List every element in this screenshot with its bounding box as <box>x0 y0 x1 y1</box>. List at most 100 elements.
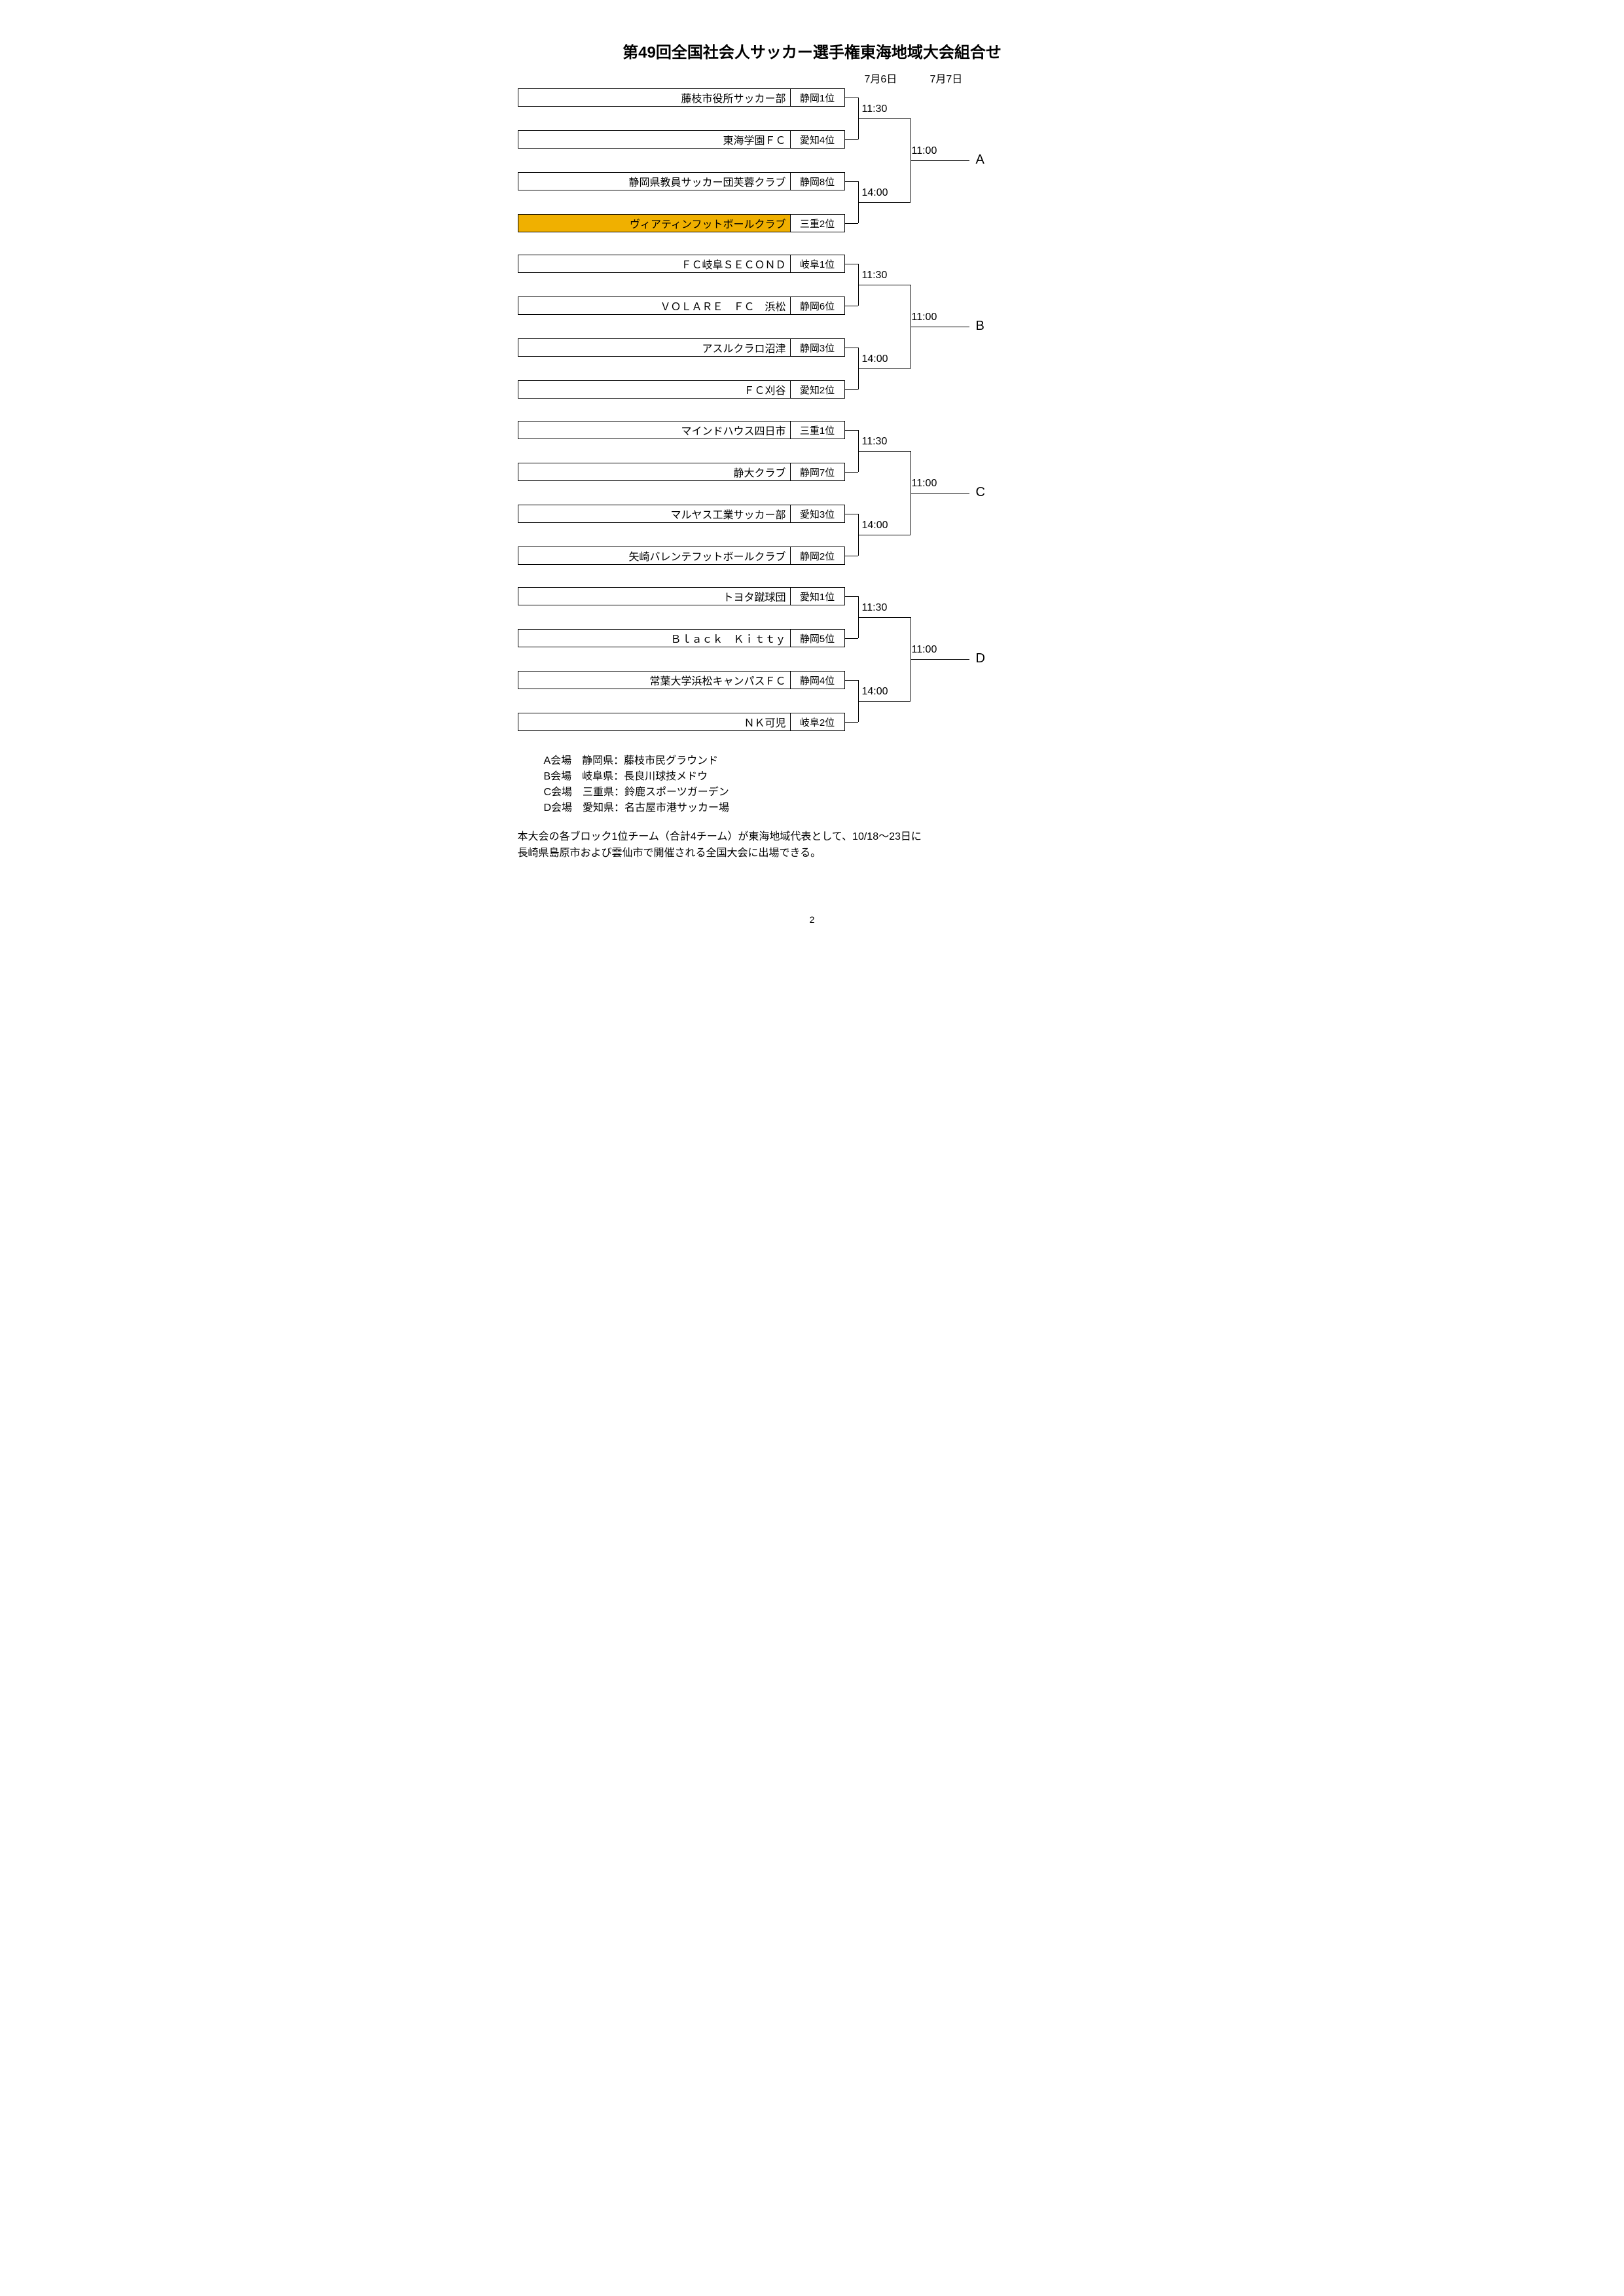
team-seed: 愛知1位 <box>790 588 844 605</box>
team-name: マルヤス工業サッカー部 <box>518 505 790 522</box>
team-name: ＮＫ可児 <box>518 713 790 730</box>
time-round1: 14:00 <box>862 187 888 199</box>
team-seed: 岐阜2位 <box>790 713 844 730</box>
time-round1: 11:30 <box>862 103 888 115</box>
team-row: 常葉大学浜松キャンパスＦＣ静岡4位 <box>518 671 845 689</box>
team-name: Ｂｌａｃｋ Ｋｉｔｔｙ <box>518 630 790 647</box>
venue-line: B会場 岐阜県：長良川球技メドウ <box>544 769 1107 785</box>
team-row: 静岡県教員サッカー団芙蓉クラブ静岡8位 <box>518 172 845 190</box>
group-letter: C <box>976 485 985 500</box>
venues-list: A会場 静岡県：藤枝市民グラウンドB会場 岐阜県：長良川球技メドウC会場 三重県… <box>544 753 1107 816</box>
bracket-line <box>845 596 858 597</box>
bracket-line <box>845 139 858 140</box>
bracket-line <box>845 722 858 723</box>
team-name: ＶＯＬＡＲＥ ＦＣ 浜松 <box>518 297 790 314</box>
group-letter: B <box>976 319 984 334</box>
venue-line: A会場 静岡県：藤枝市民グラウンド <box>544 753 1107 769</box>
venue-line: C会場 三重県：鈴鹿スポーツガーデン <box>544 785 1107 800</box>
date-round1: 7月6日 <box>865 70 897 86</box>
team-name: 常葉大学浜松キャンパスＦＣ <box>518 672 790 689</box>
page-root: 第49回全国社会人サッカー選手権東海地域大会組合せ 7月6日 7月7日 藤枝市役… <box>518 39 1107 925</box>
bracket-line <box>845 181 858 182</box>
bracket-group-C: マインドハウス四日市三重1位静大クラブ静岡7位マルヤス工業サッカー部愛知3位矢崎… <box>518 421 1107 567</box>
bracket-line <box>845 638 858 639</box>
time-round2: 11:00 <box>912 145 937 157</box>
team-name: ＦＣ岐阜ＳＥＣＯＮＤ <box>518 255 790 272</box>
team-seed: 静岡5位 <box>790 630 844 647</box>
team-seed: 愛知4位 <box>790 131 844 148</box>
team-seed: 静岡6位 <box>790 297 844 314</box>
venue-line: D会場 愛知県：名古屋市港サッカー場 <box>544 800 1107 816</box>
team-row: 東海学園ＦＣ愛知4位 <box>518 130 845 149</box>
team-seed: 静岡7位 <box>790 463 844 480</box>
dates-row: 7月6日 7月7日 <box>518 70 1107 88</box>
team-seed: 岐阜1位 <box>790 255 844 272</box>
bracket-line <box>858 617 911 618</box>
bracket-group-B: ＦＣ岐阜ＳＥＣＯＮＤ岐阜1位ＶＯＬＡＲＥ ＦＣ 浜松静岡6位アスルクラロ沼津静岡… <box>518 255 1107 401</box>
team-seed: 静岡8位 <box>790 173 844 190</box>
team-row: ＦＣ刈谷愛知2位 <box>518 380 845 399</box>
time-round1: 14:00 <box>862 353 888 365</box>
team-name: アスルクラロ沼津 <box>518 339 790 356</box>
team-seed: 三重1位 <box>790 422 844 439</box>
team-name: ＦＣ刈谷 <box>518 381 790 398</box>
team-row: トヨタ蹴球団愛知1位 <box>518 587 845 605</box>
team-name: 静大クラブ <box>518 463 790 480</box>
time-round1: 11:30 <box>862 436 888 448</box>
team-row: マインドハウス四日市三重1位 <box>518 421 845 439</box>
team-row: マルヤス工業サッカー部愛知3位 <box>518 505 845 523</box>
date-round2: 7月7日 <box>930 70 963 86</box>
bracket-line <box>845 472 858 473</box>
bracket-line <box>845 680 858 681</box>
team-row: 矢崎バレンテフットボールクラブ静岡2位 <box>518 547 845 565</box>
team-row: Ｂｌａｃｋ Ｋｉｔｔｙ静岡5位 <box>518 629 845 647</box>
team-name: マインドハウス四日市 <box>518 422 790 439</box>
group-letter: A <box>976 152 984 168</box>
team-row: アスルクラロ沼津静岡3位 <box>518 338 845 357</box>
team-seed: 静岡4位 <box>790 672 844 689</box>
time-round1: 11:30 <box>862 602 888 614</box>
team-row: 静大クラブ静岡7位 <box>518 463 845 481</box>
team-name: ヴィアティンフットボールクラブ <box>518 215 790 232</box>
team-name: 矢崎バレンテフットボールクラブ <box>518 547 790 564</box>
page-title: 第49回全国社会人サッカー選手権東海地域大会組合せ <box>518 39 1107 62</box>
team-row: ＶＯＬＡＲＥ ＦＣ 浜松静岡6位 <box>518 296 845 315</box>
team-row: ヴィアティンフットボールクラブ三重2位 <box>518 214 845 232</box>
team-name: 東海学園ＦＣ <box>518 131 790 148</box>
time-round2: 11:00 <box>912 644 937 656</box>
note-text: 本大会の各ブロック1位チーム（合計4チーム）が東海地域代表として、10/18～2… <box>518 829 1107 862</box>
team-name: トヨタ蹴球団 <box>518 588 790 605</box>
time-round2: 11:00 <box>912 478 937 490</box>
time-round1: 14:00 <box>862 520 888 531</box>
team-name: 藤枝市役所サッカー部 <box>518 89 790 106</box>
time-round1: 11:30 <box>862 270 888 281</box>
bracket-group-D: トヨタ蹴球団愛知1位Ｂｌａｃｋ Ｋｉｔｔｙ静岡5位常葉大学浜松キャンパスＦＣ静岡… <box>518 587 1107 734</box>
team-seed: 静岡1位 <box>790 89 844 106</box>
team-row: ＦＣ岐阜ＳＥＣＯＮＤ岐阜1位 <box>518 255 845 273</box>
team-name: 静岡県教員サッカー団芙蓉クラブ <box>518 173 790 190</box>
bracket-group-A: 藤枝市役所サッカー部静岡1位東海学園ＦＣ愛知4位静岡県教員サッカー団芙蓉クラブ静… <box>518 88 1107 235</box>
note-line: 長崎県島原市および雲仙市で開催される全国大会に出場できる。 <box>518 846 1107 862</box>
team-row: ＮＫ可児岐阜2位 <box>518 713 845 731</box>
team-seed: 愛知2位 <box>790 381 844 398</box>
bracket-line <box>858 451 911 452</box>
page-number: 2 <box>518 914 1107 925</box>
bracket-line <box>858 701 911 702</box>
team-seed: 三重2位 <box>790 215 844 232</box>
bracket-container: 藤枝市役所サッカー部静岡1位東海学園ＦＣ愛知4位静岡県教員サッカー団芙蓉クラブ静… <box>518 88 1107 734</box>
bracket-line <box>845 223 858 224</box>
team-row: 藤枝市役所サッカー部静岡1位 <box>518 88 845 107</box>
note-line: 本大会の各ブロック1位チーム（合計4チーム）が東海地域代表として、10/18～2… <box>518 829 1107 846</box>
bracket-line <box>858 118 911 119</box>
team-seed: 静岡2位 <box>790 547 844 564</box>
bracket-line <box>858 368 911 369</box>
bracket-line <box>845 430 858 431</box>
bracket-line <box>911 160 969 161</box>
time-round1: 14:00 <box>862 686 888 698</box>
time-round2: 11:00 <box>912 312 937 323</box>
bracket-line <box>911 659 969 660</box>
group-letter: D <box>976 651 985 666</box>
bracket-line <box>858 202 911 203</box>
team-seed: 愛知3位 <box>790 505 844 522</box>
bracket-line <box>845 389 858 390</box>
